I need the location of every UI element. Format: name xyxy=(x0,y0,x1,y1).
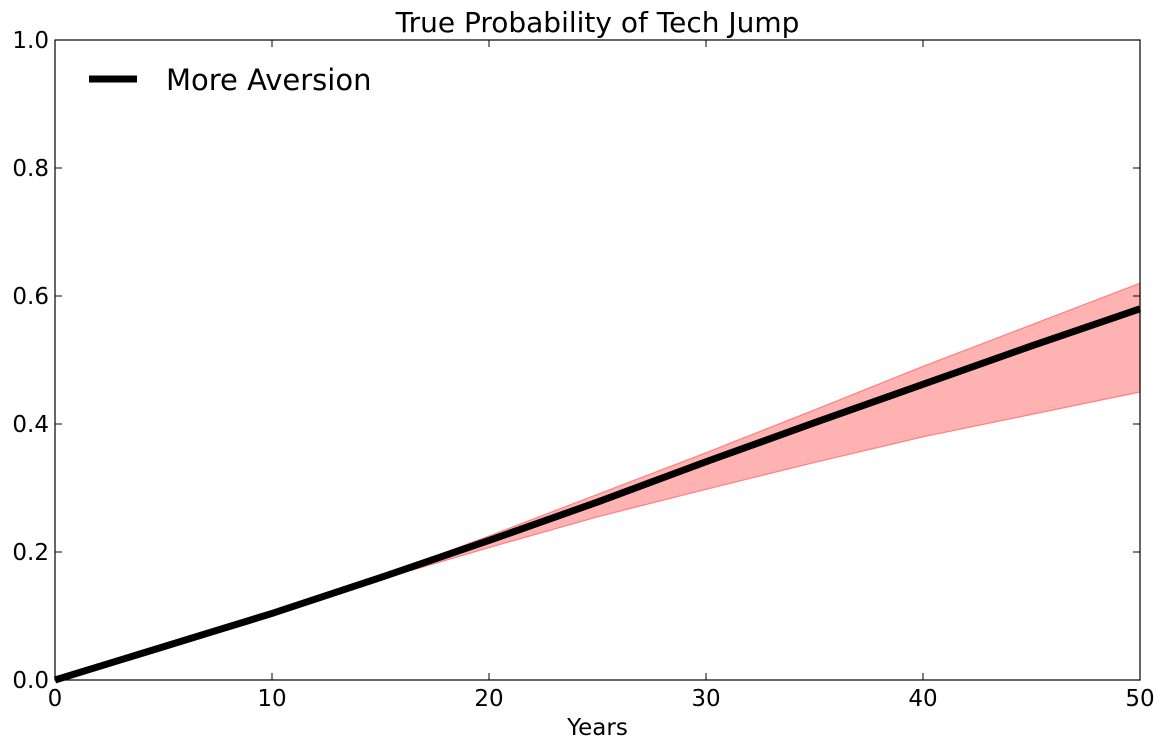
x-tick-label: 40 xyxy=(908,686,937,712)
y-tick-label: 1.0 xyxy=(12,28,49,54)
legend-label-more-aversion: More Aversion xyxy=(166,63,371,97)
confidence-band xyxy=(54,282,1141,681)
x-tick-label: 50 xyxy=(1125,686,1154,712)
legend: More Aversion xyxy=(89,63,371,97)
y-tick-label: 0.0 xyxy=(12,668,49,694)
x-tick-label: 30 xyxy=(691,686,720,712)
confidence-band-layer xyxy=(54,282,1141,681)
x-axis-label: Years xyxy=(566,715,628,741)
x-tick-label: 0 xyxy=(48,686,63,712)
y-tick-label: 0.2 xyxy=(12,540,49,566)
x-tick-label: 20 xyxy=(474,686,503,712)
chart-title: True Probability of Tech Jump xyxy=(395,6,800,39)
tick-layer: 0 10 20 30 40 50 0.0 0.2 0.4 0.6 0.8 1.0 xyxy=(12,28,1154,712)
series-line-0 xyxy=(53,305,1142,684)
series-line-layer xyxy=(53,305,1142,684)
x-tick-label: 10 xyxy=(257,686,286,712)
y-tick-label: 0.8 xyxy=(12,156,49,182)
plot-frame xyxy=(54,39,1141,681)
y-tick-label: 0.6 xyxy=(12,284,49,310)
y-tick-label: 0.4 xyxy=(12,412,49,438)
